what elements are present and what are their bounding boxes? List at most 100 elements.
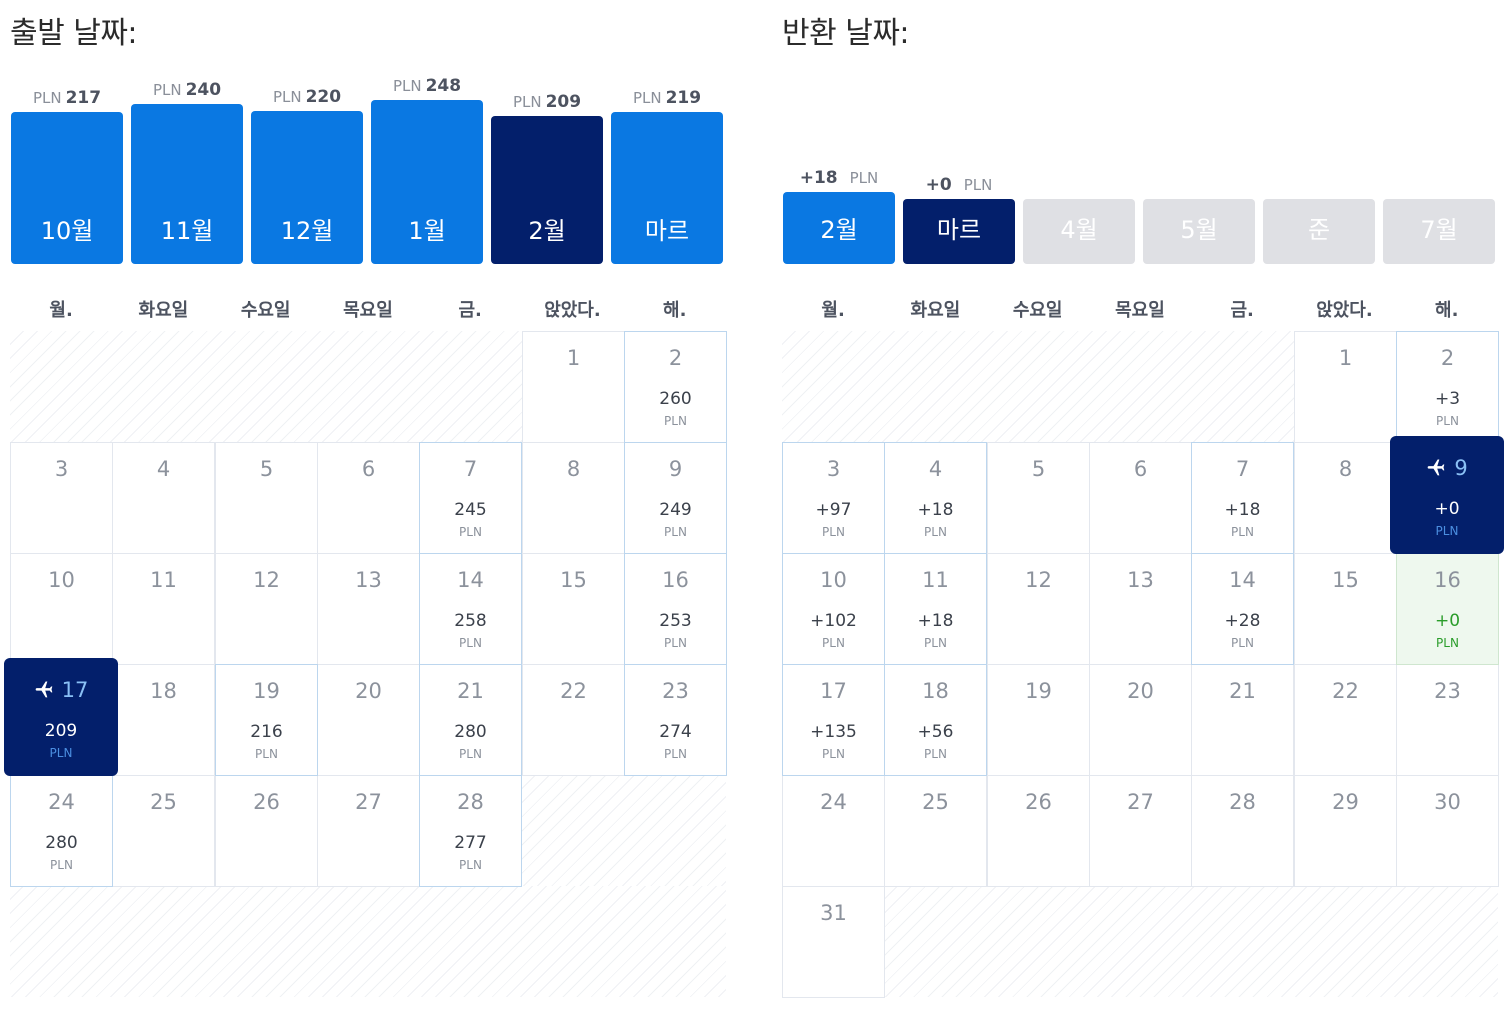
day-cell-3[interactable]: 3 +97 PLN — [782, 442, 885, 554]
day-cell-23[interactable]: 23 — [1396, 664, 1499, 776]
day-cell-1[interactable]: 1 — [522, 331, 625, 443]
day-number-text: 11 — [922, 568, 949, 592]
day-cell-16[interactable]: 16 +0 PLN — [1396, 553, 1499, 665]
day-cell-25[interactable]: 25 — [112, 775, 215, 887]
month-bar-6[interactable]: 마르 — [611, 112, 723, 264]
day-cell-11[interactable]: 11 +18 PLN — [884, 553, 987, 665]
day-cell-14[interactable]: 14 +28 PLN — [1191, 553, 1294, 665]
day-cell-9[interactable]: 9 +0 PLN — [1390, 436, 1504, 554]
day-cell-14[interactable]: 14 258 PLN — [419, 553, 522, 665]
day-number-text: 1 — [1338, 346, 1353, 370]
day-cell-18[interactable]: 18 — [112, 664, 215, 776]
day-cell-7[interactable]: 7 +18 PLN — [1191, 442, 1294, 554]
day-number-text: 21 — [457, 679, 484, 703]
day-cell-26[interactable]: 26 — [215, 775, 318, 887]
day-cell-4[interactable]: 4 +18 PLN — [884, 442, 987, 554]
day-cell-18[interactable]: 18 +56 PLN — [884, 664, 987, 776]
month-bar-1[interactable]: 2월 — [783, 192, 895, 264]
day-cell-10[interactable]: 10 — [10, 553, 113, 665]
day-cell-27[interactable]: 27 — [1089, 775, 1192, 887]
empty-leading-cells — [10, 331, 522, 442]
month-price: PLN 248 — [371, 76, 483, 96]
day-number: 6 — [1090, 457, 1191, 481]
day-cell-24[interactable]: 24 280 PLN — [10, 775, 113, 887]
day-cell-11[interactable]: 11 — [112, 553, 215, 665]
day-cell-29[interactable]: 29 — [1294, 775, 1397, 887]
day-cell-28[interactable]: 28 — [1191, 775, 1294, 887]
day-cell-9[interactable]: 9 249 PLN — [624, 442, 727, 554]
day-cell-6[interactable]: 6 — [317, 442, 420, 554]
day-price-currency: PLN — [1231, 636, 1254, 650]
day-number-text: 3 — [54, 457, 69, 481]
day-cell-16[interactable]: 16 253 PLN — [624, 553, 727, 665]
month-bar-3: 4월 — [1023, 199, 1135, 264]
month-bar-2[interactable]: 마르 — [903, 199, 1015, 264]
day-number-text: 10 — [820, 568, 847, 592]
day-cell-4[interactable]: 4 — [112, 442, 215, 554]
day-cell-12[interactable]: 12 — [215, 553, 318, 665]
day-cell-2[interactable]: 2 +3 PLN — [1396, 331, 1499, 443]
day-cell-7[interactable]: 7 245 PLN — [419, 442, 522, 554]
day-cell-22[interactable]: 22 — [1294, 664, 1397, 776]
month-label: 1월 — [408, 217, 446, 245]
month-label: 준 — [1307, 216, 1331, 244]
day-number: 15 — [523, 568, 624, 592]
day-number: 23 — [625, 679, 726, 703]
day-cell-3[interactable]: 3 — [10, 442, 113, 554]
day-number: 2 — [1397, 346, 1498, 370]
day-cell-17[interactable]: 17 +135 PLN — [782, 664, 885, 776]
day-cell-20[interactable]: 20 — [1089, 664, 1192, 776]
day-cell-5[interactable]: 5 — [987, 442, 1090, 554]
day-cell-8[interactable]: 8 — [522, 442, 625, 554]
day-cell-27[interactable]: 27 — [317, 775, 420, 887]
day-cell-28[interactable]: 28 277 PLN — [419, 775, 522, 887]
month-bar-1[interactable]: 10월 — [11, 112, 123, 264]
day-cell-22[interactable]: 22 — [522, 664, 625, 776]
month-bar-3[interactable]: 12월 — [251, 111, 363, 264]
day-cell-24[interactable]: 24 — [782, 775, 885, 887]
day-cell-30[interactable]: 30 — [1396, 775, 1499, 887]
day-number: 1 — [523, 346, 624, 370]
day-number: 20 — [1090, 679, 1191, 703]
day-price-currency: PLN — [664, 747, 687, 761]
month-label: 2월 — [528, 217, 566, 245]
day-cell-10[interactable]: 10 +102 PLN — [782, 553, 885, 665]
day-cell-8[interactable]: 8 — [1294, 442, 1397, 554]
day-price: 249 — [659, 500, 692, 520]
day-cell-15[interactable]: 15 — [522, 553, 625, 665]
day-number: 12 — [216, 568, 317, 592]
day-cell-5[interactable]: 5 — [215, 442, 318, 554]
day-cell-19[interactable]: 19 — [987, 664, 1090, 776]
day-number: 8 — [523, 457, 624, 481]
day-cell-13[interactable]: 13 — [317, 553, 420, 665]
day-cell-2[interactable]: 2 260 PLN — [624, 331, 727, 443]
day-cell-6[interactable]: 6 — [1089, 442, 1192, 554]
month-price-currency: PLN — [272, 88, 302, 106]
day-cell-23[interactable]: 23 274 PLN — [624, 664, 727, 776]
month-bar-5[interactable]: 2월 — [491, 116, 603, 264]
day-cell-13[interactable]: 13 — [1089, 553, 1192, 665]
day-number: 13 — [1090, 568, 1191, 592]
day-cell-26[interactable]: 26 — [987, 775, 1090, 887]
day-cell-15[interactable]: 15 — [1294, 553, 1397, 665]
month-bar-2[interactable]: 11월 — [131, 104, 243, 264]
day-cell-20[interactable]: 20 — [317, 664, 420, 776]
month-bar-4[interactable]: 1월 — [371, 100, 483, 264]
day-cell-25[interactable]: 25 — [884, 775, 987, 887]
day-cell-17[interactable]: 17 209 PLN — [4, 658, 118, 776]
day-number-text: 30 — [1434, 790, 1461, 814]
day-number-text: 9 — [1454, 456, 1468, 480]
day-cell-21[interactable]: 21 280 PLN — [419, 664, 522, 776]
day-number-text: 27 — [1127, 790, 1154, 814]
day-cell-1[interactable]: 1 — [1294, 331, 1397, 443]
day-cell-19[interactable]: 19 216 PLN — [215, 664, 318, 776]
day-cell-12[interactable]: 12 — [987, 553, 1090, 665]
month-price-currency: PLN — [849, 169, 879, 187]
day-number-text: 8 — [1338, 457, 1353, 481]
day-price: +18 — [917, 500, 954, 520]
month-label: 10월 — [40, 217, 94, 245]
empty-trailing-cells — [884, 886, 1498, 997]
day-cell-21[interactable]: 21 — [1191, 664, 1294, 776]
day-number: 17 — [783, 679, 884, 703]
day-cell-31[interactable]: 31 — [782, 886, 885, 998]
